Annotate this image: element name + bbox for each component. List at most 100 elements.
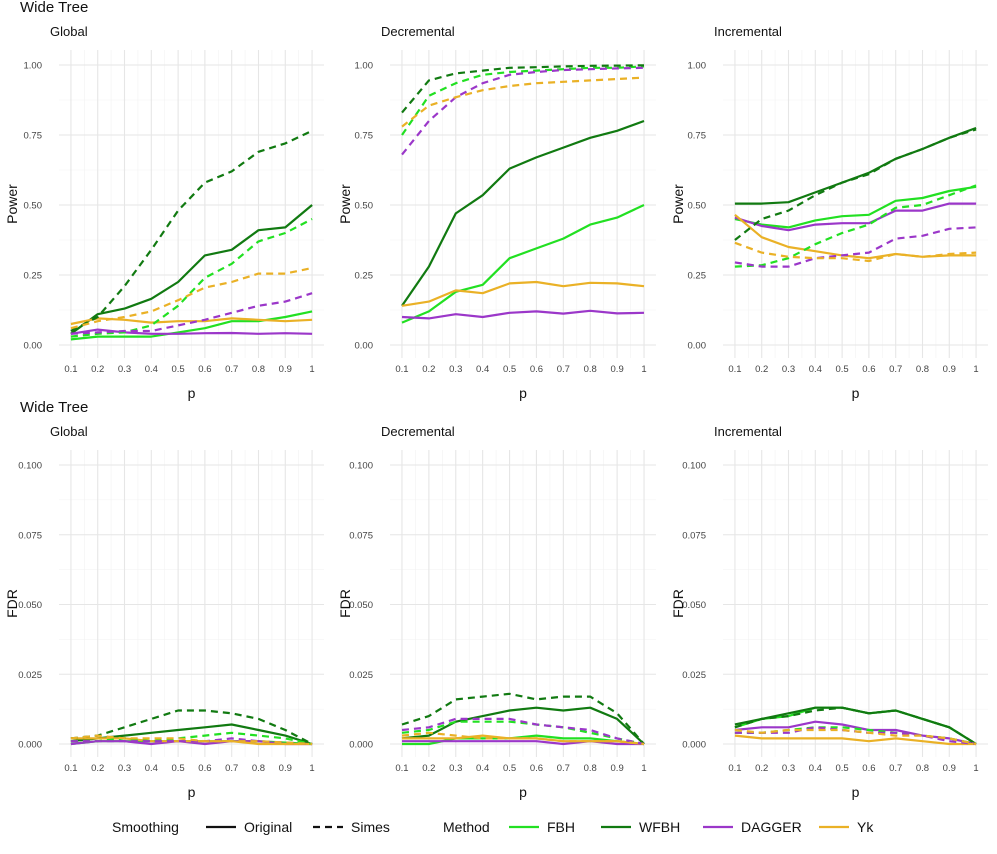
y-tick-label: 0.50: [24, 201, 43, 212]
panel-title: Global: [50, 424, 88, 439]
series-line-yk-simes: [401, 76, 645, 128]
x-tick-label: 0.2: [91, 763, 104, 774]
x-tick-label: 0.9: [611, 763, 624, 774]
x-tick-label: 0.6: [862, 364, 875, 375]
y-tick-label: 1.00: [355, 61, 374, 72]
x-tick-label: 0.3: [118, 763, 131, 774]
x-tick-label: 0.4: [476, 364, 489, 375]
x-axis-label: p: [188, 385, 196, 401]
series-line-yk-simes: [401, 731, 645, 746]
x-tick-label: 0.1: [728, 364, 741, 375]
series-line-yk-original: [401, 280, 645, 307]
x-tick-label: 0.8: [916, 763, 929, 774]
y-tick-label: 0.50: [688, 201, 707, 212]
x-tick-label: 0.1: [64, 364, 77, 375]
x-tick-label: 1: [973, 364, 978, 375]
series-line-dagger-simes: [401, 66, 645, 156]
x-axis-label: p: [188, 784, 196, 800]
x-tick-label: 0.2: [422, 763, 435, 774]
panel-4: 0.000 0.025 0.050 0.075 0.100 0.1 0.2 0.3 0.4 0.5…: [4, 424, 324, 800]
series-line-yk-simes: [70, 734, 313, 746]
x-tick-label: 0.4: [809, 364, 822, 375]
x-tick-label: 1: [973, 763, 978, 774]
y-tick-label: 0.100: [682, 461, 706, 472]
x-tick-label: 0.6: [198, 364, 211, 375]
x-tick-label: 0.7: [889, 763, 902, 774]
series-line-dagger-original: [734, 202, 977, 232]
series-line-fbh-original: [70, 310, 313, 341]
panel-2: 0.00 0.25 0.50 0.75 1.00 0.1 0.2 0.3 0.4 0.5 0.6 0.…: [337, 24, 656, 401]
series-line-dagger-original: [401, 309, 645, 320]
x-tick-label: 0.9: [611, 364, 624, 375]
x-tick-label: 0.7: [225, 364, 238, 375]
series-line-wfbh-original: [70, 204, 313, 335]
series-line-dagger-simes: [70, 292, 313, 335]
series-line-dagger-simes: [70, 737, 313, 746]
series-line-yk-simes: [734, 241, 977, 263]
x-tick-label: 0.1: [64, 763, 77, 774]
y-tick-label: 0.075: [18, 530, 42, 541]
series-line-yk-original: [734, 734, 977, 746]
y-tick-label: 0.050: [349, 600, 373, 611]
y-tick-label: 0.25: [355, 271, 374, 282]
x-tick-label: 0.5: [171, 763, 184, 774]
x-tick-label: 0.3: [449, 763, 462, 774]
x-tick-label: 0.7: [889, 364, 902, 375]
x-tick-label: 0.5: [503, 763, 516, 774]
y-tick-label: 0.075: [682, 530, 706, 541]
panel-title: Incremental: [714, 424, 782, 439]
x-tick-label: 0.1: [728, 763, 741, 774]
series-line-wfbh-simes: [734, 128, 977, 241]
series-line-fbh-simes: [70, 218, 313, 338]
y-tick-label: 0.75: [24, 131, 43, 142]
series-line-dagger-simes: [401, 717, 645, 746]
x-tick-label: 0.1: [395, 364, 408, 375]
series-line-wfbh-simes: [401, 64, 645, 114]
y-tick-label: 0.00: [355, 341, 374, 352]
x-tick-label: 1: [309, 364, 314, 375]
series-line-wfbh-simes: [734, 706, 977, 745]
panel-title: Global: [50, 24, 88, 39]
series-line-fbh-simes: [70, 731, 313, 746]
x-tick-label: 0.6: [530, 763, 543, 774]
y-tick-label: 0.025: [349, 670, 373, 681]
series-line-wfbh-original: [401, 706, 645, 745]
y-tick-label: 0.100: [349, 461, 373, 472]
series-line-wfbh-simes: [70, 129, 313, 332]
x-tick-label: 0.3: [118, 364, 131, 375]
legend: Smoothing Method Original Simes FBH WFBH DAG…: [112, 819, 874, 835]
series-line-wfbh-original: [401, 119, 645, 307]
x-axis-label: p: [519, 784, 527, 800]
y-tick-label: 0.025: [18, 670, 42, 681]
x-tick-label: 0.8: [916, 364, 929, 375]
legend-label-simes: Simes: [351, 819, 390, 835]
x-tick-label: 0.5: [835, 364, 848, 375]
x-tick-label: 0.3: [449, 364, 462, 375]
y-axis-label: FDR: [670, 589, 686, 618]
x-tick-label: 0.8: [252, 364, 265, 375]
x-tick-label: 0.2: [755, 763, 768, 774]
y-tick-label: 0.050: [682, 600, 706, 611]
x-tick-label: 0.7: [557, 763, 570, 774]
panel-5: 0.000 0.025 0.050 0.075 0.100 0.1 0.2 0.3 0.4 0.5…: [337, 424, 656, 800]
legend-label-dagger: DAGGER: [741, 819, 802, 835]
x-tick-label: 1: [641, 364, 646, 375]
figure-title-bottom: Wide Tree: [20, 399, 88, 416]
panel-6: 0.000 0.025 0.050 0.075 0.100 0.1 0.2 0.3 0.4 0.5…: [670, 424, 988, 800]
y-tick-label: 1.00: [24, 61, 43, 72]
series-line-fbh-simes: [401, 720, 645, 746]
x-tick-label: 0.6: [530, 364, 543, 375]
y-axis-label: FDR: [337, 589, 353, 618]
x-tick-label: 0.4: [809, 763, 822, 774]
panel-title: Decremental: [381, 24, 455, 39]
x-tick-label: 0.4: [145, 763, 158, 774]
x-tick-label: 0.2: [422, 364, 435, 375]
legend-label-original: Original: [244, 819, 292, 835]
panels: 0.00 0.25 0.50 0.75 1.00 0.1 0.2 0.3 0.4 0.5 0.6 0.…: [4, 24, 988, 800]
y-tick-label: 0.25: [688, 271, 707, 282]
x-tick-label: 0.8: [252, 763, 265, 774]
x-tick-label: 0.8: [584, 364, 597, 375]
series-line-wfbh-simes: [70, 709, 313, 745]
y-tick-label: 0.100: [18, 461, 42, 472]
panel-title: Decremental: [381, 424, 455, 439]
